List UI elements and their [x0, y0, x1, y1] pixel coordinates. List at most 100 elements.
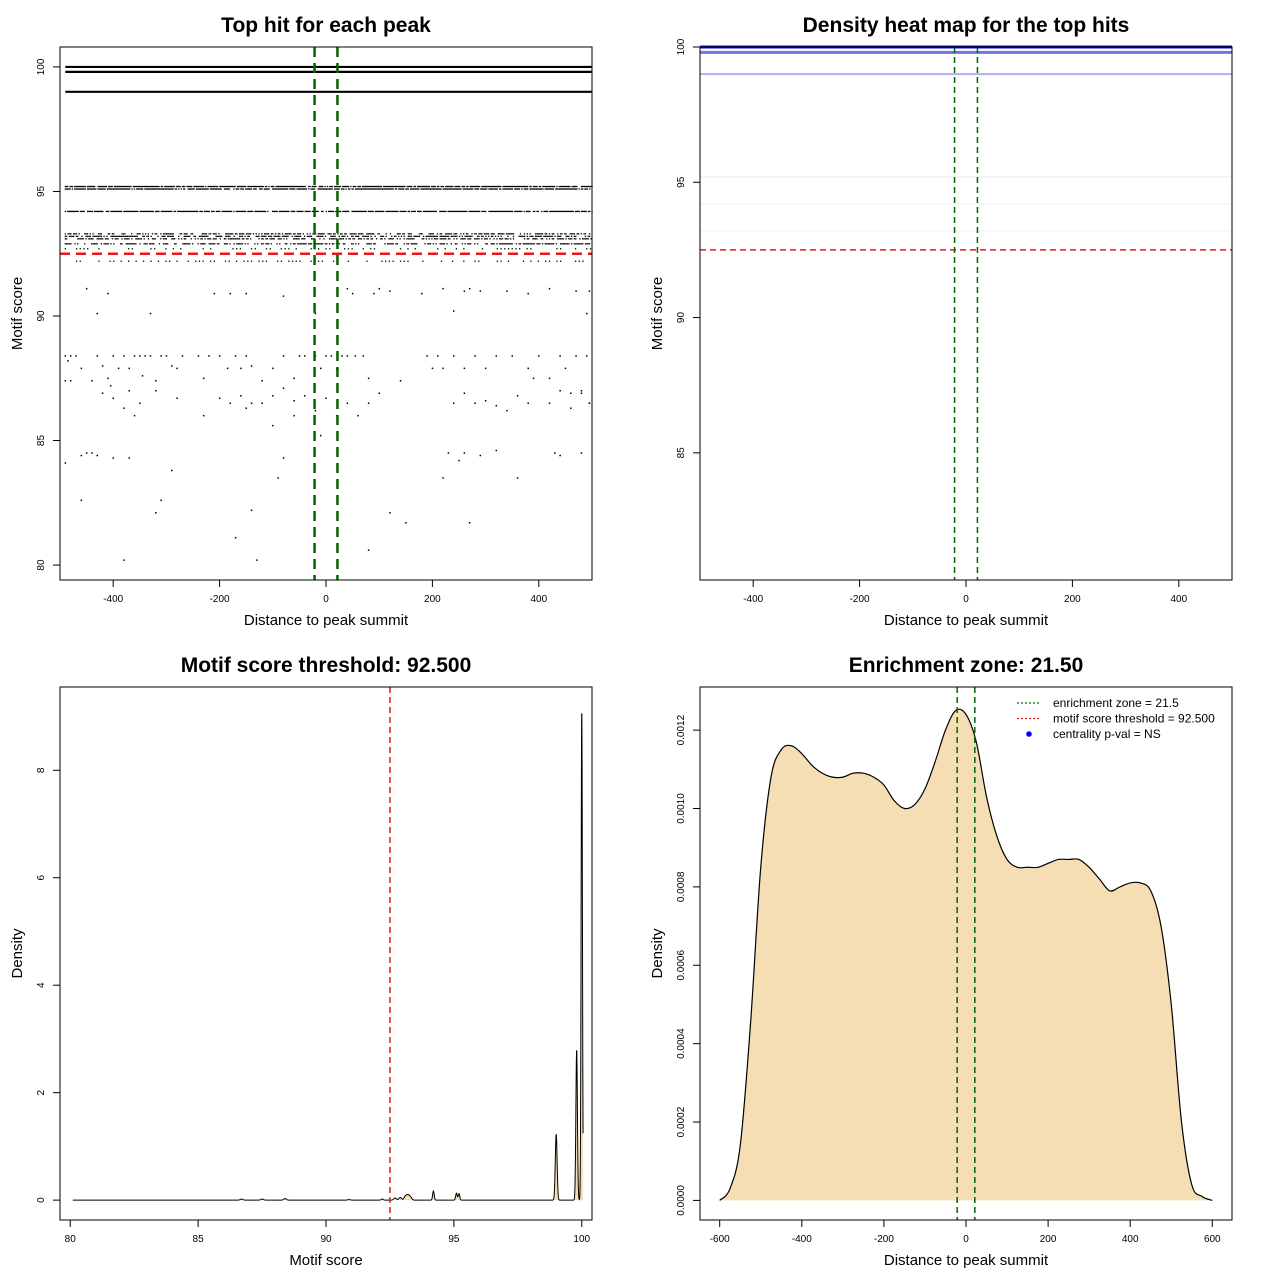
- data-point: [277, 188, 280, 190]
- data-point: [208, 238, 210, 240]
- data-point: [478, 235, 480, 237]
- density-band: [700, 230, 1232, 232]
- data-point: [455, 188, 457, 190]
- data-point: [402, 185, 405, 188]
- data-point: [258, 235, 260, 237]
- data-point: [395, 235, 397, 237]
- data-point: [412, 210, 414, 213]
- data-point: [161, 185, 164, 188]
- data-point: [395, 185, 398, 188]
- data-point: [132, 210, 134, 213]
- data-point: [351, 210, 353, 213]
- data-point: [565, 243, 567, 245]
- data-point: [476, 235, 479, 237]
- data-point: [153, 188, 155, 190]
- data-point: [147, 210, 150, 213]
- data-point: [64, 188, 67, 190]
- data-point: [537, 260, 539, 262]
- data-point: [380, 210, 383, 213]
- data-point: [277, 233, 280, 235]
- data-point: [104, 188, 106, 190]
- data-point: [194, 185, 196, 188]
- data-point: [589, 210, 591, 213]
- data-point: [407, 243, 410, 245]
- data-point: [404, 185, 406, 188]
- data-point: [104, 243, 107, 245]
- data-point: [325, 397, 327, 399]
- data-point: [297, 238, 299, 240]
- data-point: [150, 210, 152, 213]
- data-point: [519, 248, 521, 250]
- data-point: [69, 380, 72, 382]
- data-point: [552, 210, 555, 213]
- data-point: [487, 235, 490, 237]
- data-point: [413, 243, 415, 245]
- data-point: [91, 238, 93, 240]
- data-point: [434, 235, 436, 237]
- data-point: [257, 210, 260, 213]
- data-point: [129, 243, 132, 245]
- data-point: [367, 188, 370, 190]
- data-point: [424, 243, 426, 245]
- data-point: [191, 243, 194, 245]
- data-point: [120, 235, 122, 237]
- data-point: [175, 243, 177, 245]
- data-point: [567, 185, 570, 188]
- data-point: [88, 188, 90, 190]
- data-point: [258, 238, 260, 240]
- data-point: [529, 210, 531, 213]
- data-point: [215, 210, 218, 213]
- data-point: [353, 185, 356, 188]
- data-point: [555, 243, 558, 245]
- data-point: [154, 238, 156, 240]
- data-point: [342, 185, 344, 188]
- data-point: [331, 238, 333, 240]
- data-point: [582, 243, 584, 245]
- data-point: [85, 452, 88, 454]
- data-point: [357, 243, 360, 245]
- x-tick-label: 85: [193, 1234, 205, 1245]
- data-point: [483, 233, 486, 235]
- data-point: [367, 377, 370, 380]
- data-point: [550, 210, 552, 213]
- data-point: [186, 210, 188, 213]
- data-point: [479, 233, 481, 235]
- data-point: [261, 188, 263, 190]
- data-point: [167, 185, 170, 188]
- data-point: [67, 233, 69, 235]
- data-point: [111, 233, 114, 235]
- data-point: [182, 210, 185, 213]
- data-point: [321, 233, 324, 235]
- data-point: [200, 243, 202, 245]
- data-point: [342, 188, 344, 190]
- data-point: [111, 235, 114, 237]
- data-point: [413, 188, 415, 190]
- data-point: [281, 235, 284, 237]
- y-axis-label: Density: [9, 928, 26, 979]
- data-point: [216, 188, 219, 190]
- data-point: [417, 188, 419, 190]
- data-point: [319, 188, 322, 190]
- chart-title: Density heat map for the top hits: [803, 14, 1130, 37]
- data-point: [487, 185, 489, 188]
- data-point: [455, 185, 457, 188]
- data-point: [516, 394, 519, 397]
- data-point: [425, 188, 427, 190]
- data-point: [106, 243, 108, 245]
- data-point: [411, 188, 413, 190]
- data-point: [522, 185, 524, 188]
- data-point: [106, 238, 108, 240]
- data-point: [338, 243, 340, 245]
- data-point: [389, 290, 391, 292]
- data-point: [233, 235, 235, 237]
- data-point: [561, 233, 563, 235]
- data-point: [378, 392, 380, 395]
- data-point: [445, 188, 447, 190]
- data-point: [295, 238, 298, 240]
- data-point: [541, 233, 544, 235]
- data-point: [417, 235, 419, 237]
- data-point: [270, 233, 273, 235]
- data-point: [351, 248, 353, 250]
- data-point: [457, 210, 460, 213]
- data-point: [402, 188, 405, 190]
